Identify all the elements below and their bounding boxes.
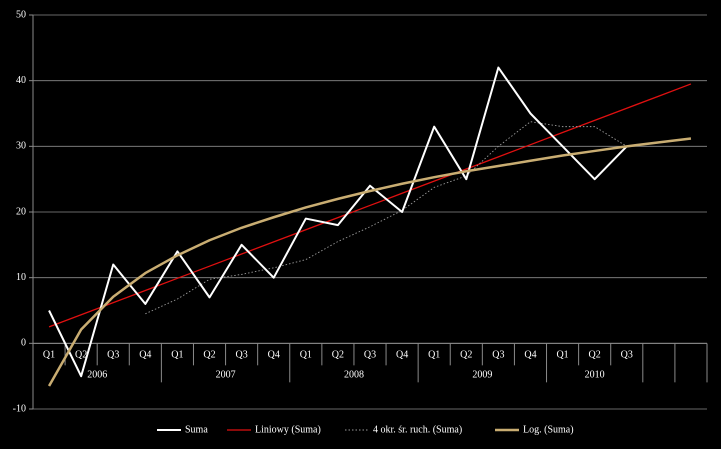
- x-group-label: 2008: [344, 370, 364, 381]
- x-tick-label: Q1: [428, 350, 440, 361]
- y-tick-label: 40: [16, 75, 26, 86]
- series-line: [48, 66, 628, 378]
- x-tick-label: Q2: [460, 350, 472, 361]
- y-tick-label: 20: [16, 206, 26, 217]
- x-tick-label: Q1: [171, 350, 183, 361]
- series-line: [48, 83, 692, 328]
- x-group-label: 2010: [585, 370, 605, 381]
- x-tick-label: Q4: [524, 350, 536, 361]
- x-group-label: 2009: [472, 370, 492, 381]
- x-tick-label: Q4: [396, 350, 408, 361]
- x-tick-label: Q3: [107, 350, 119, 361]
- x-group-label: 2006: [87, 370, 107, 381]
- y-tick-label: -10: [13, 403, 26, 414]
- x-tick-label: Q2: [203, 350, 215, 361]
- x-tick-label: Q4: [139, 350, 151, 361]
- legend-label: Suma: [185, 424, 208, 435]
- x-tick-label: Q2: [332, 350, 344, 361]
- x-tick-label: Q1: [300, 350, 312, 361]
- x-tick-label: Q2: [589, 350, 601, 361]
- x-tick-label: Q3: [621, 350, 633, 361]
- x-tick-label: Q3: [492, 350, 504, 361]
- legend-label: 4 okr. śr. ruch. (Suma): [373, 424, 462, 435]
- y-tick-label: 50: [16, 9, 26, 20]
- legend-label: Liniowy (Suma): [255, 424, 321, 435]
- x-tick-label: Q3: [236, 350, 248, 361]
- x-tick-label: Q3: [364, 350, 376, 361]
- legend-label: Log. (Suma): [523, 424, 574, 435]
- x-tick-label: Q2: [75, 350, 87, 361]
- series-line: [47, 137, 692, 387]
- y-tick-label: 30: [16, 141, 26, 152]
- x-group-label: 2007: [216, 370, 236, 381]
- x-tick-label: Q1: [556, 350, 568, 361]
- y-tick-label: 0: [21, 338, 26, 349]
- x-tick-label: Q4: [268, 350, 280, 361]
- y-tick-label: 10: [16, 272, 26, 283]
- x-tick-label: Q1: [43, 350, 55, 361]
